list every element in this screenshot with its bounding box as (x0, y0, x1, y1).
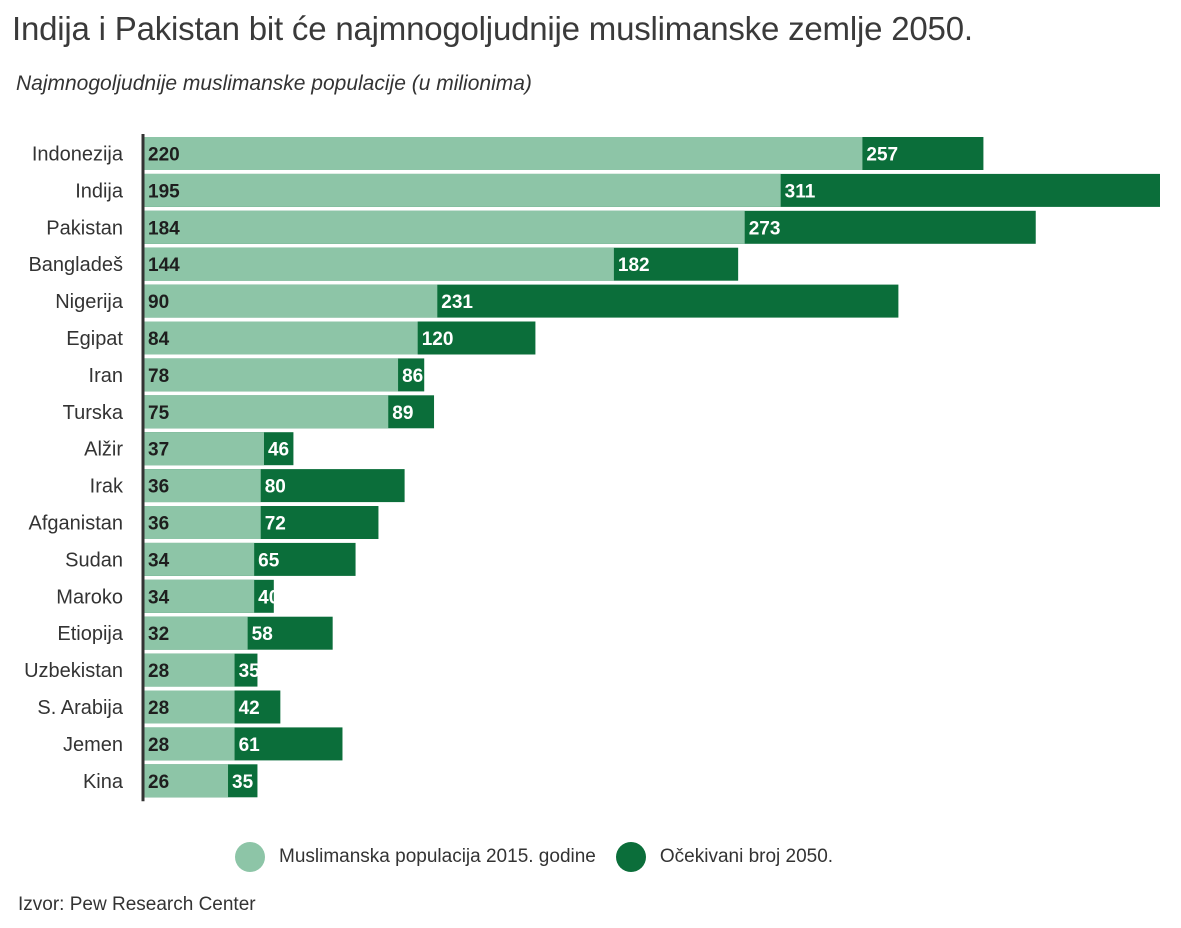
category-label: Jemen (63, 734, 123, 756)
data-label-2015: 78 (148, 366, 169, 387)
category-label: Irak (90, 476, 124, 498)
legend: Muslimanska populacija 2015. godine Oček… (235, 842, 853, 872)
data-label-2015: 32 (148, 624, 169, 645)
category-label: Maroko (56, 586, 123, 608)
data-label-2050: 72 (265, 514, 286, 535)
data-label-2015: 34 (148, 550, 170, 571)
legend-item-2050: Očekivani broj 2050. (615, 842, 834, 872)
bar-2015 (143, 173, 781, 207)
category-label: Turska (63, 402, 124, 424)
category-label: Sudan (65, 549, 123, 571)
data-label-2015: 184 (148, 218, 180, 239)
bar-2015 (143, 727, 235, 761)
data-label-2050: 42 (239, 698, 260, 719)
data-label-2015: 34 (148, 587, 170, 608)
category-label: Egipat (66, 328, 123, 350)
legend-item-2015: Muslimanska populacija 2015. godine (235, 842, 596, 872)
legend-swatch-2050 (615, 842, 646, 872)
data-label-2050: 120 (422, 329, 454, 350)
data-label-2050: 46 (268, 440, 289, 461)
bar-2015 (143, 358, 399, 392)
bar-2015 (143, 542, 255, 576)
bar-2015 (143, 764, 229, 798)
bar-2015 (143, 690, 235, 724)
category-label: Iran (89, 365, 123, 387)
data-label-2050: 89 (392, 403, 413, 424)
bar-2015 (143, 137, 863, 170)
bar-2015 (143, 210, 745, 244)
bar-2015 (143, 506, 261, 539)
legend-label-2015: Muslimanska populacija 2015. godine (279, 846, 596, 867)
data-label-2015: 28 (148, 735, 169, 756)
data-label-2015: 28 (148, 698, 169, 719)
bar-2015 (143, 284, 438, 318)
data-label-2015: 36 (148, 477, 169, 498)
chart-title: Indija i Pakistan bit će najmnogoljudnij… (12, 10, 973, 47)
data-label-2050: 86 (402, 366, 423, 387)
data-label-2015: 195 (148, 181, 180, 202)
data-label-2015: 90 (148, 292, 169, 313)
category-label: Alžir (84, 439, 123, 461)
data-label-2050: 35 (232, 772, 254, 793)
bar-2015 (143, 469, 261, 503)
bar-2015 (143, 579, 255, 613)
category-label: Indonezija (32, 144, 124, 166)
category-label: Kina (83, 771, 124, 793)
data-label-2015: 144 (148, 255, 180, 276)
data-label-2050: 65 (258, 550, 280, 571)
bar-2015 (143, 653, 235, 687)
category-label: Indija (75, 180, 124, 202)
chart-subtitle: Najmnogoljudnije muslimanske populacije … (16, 72, 532, 95)
legend-label-2050: Očekivani broj 2050. (659, 846, 834, 867)
data-label-2050: 311 (785, 181, 816, 202)
legend-swatch-2015 (235, 842, 265, 872)
data-label-2015: 37 (148, 440, 169, 461)
source-note: Izvor: Pew Research Center (18, 894, 256, 915)
category-label: Bangladeš (28, 254, 123, 276)
bar-2015 (143, 432, 264, 466)
data-label-2050: 273 (749, 218, 781, 239)
bar-chart: Indonezija 220 257 Indija 195 311 Pakistan 184 2… (24, 134, 1160, 802)
category-label: Afganistan (28, 513, 123, 535)
data-label-2015: 84 (148, 329, 170, 350)
data-label-2050: 61 (239, 735, 261, 756)
category-label: Nigerija (55, 291, 124, 313)
data-label-2050: 182 (618, 255, 650, 276)
bar-2015 (143, 395, 389, 429)
bar-2015 (143, 616, 248, 650)
category-label: Uzbekistan (24, 660, 123, 682)
bar-2015 (143, 321, 418, 355)
data-label-2015: 26 (148, 772, 169, 793)
data-label-2050: 257 (866, 145, 898, 166)
bar-2015 (143, 247, 614, 281)
data-label-2015: 75 (148, 403, 170, 424)
data-label-2050: 35 (239, 661, 261, 682)
data-label-2050: 40 (258, 587, 279, 608)
category-label: Pakistan (46, 217, 123, 239)
data-label-2050: 58 (252, 624, 273, 645)
data-label-2015: 220 (148, 145, 180, 166)
category-label: S. Arabija (37, 697, 123, 719)
data-label-2050: 80 (265, 477, 286, 498)
data-label-2050: 231 (441, 292, 473, 313)
data-label-2015: 36 (148, 514, 169, 535)
data-label-2015: 28 (148, 661, 169, 682)
category-label: Etiopija (57, 623, 123, 645)
